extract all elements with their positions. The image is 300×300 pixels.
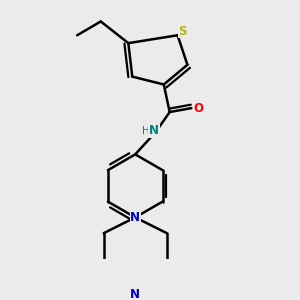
Text: N: N — [130, 288, 140, 300]
Text: H: H — [142, 126, 150, 136]
Text: N: N — [149, 124, 159, 137]
Text: S: S — [178, 25, 187, 38]
Text: O: O — [193, 102, 203, 115]
Text: N: N — [130, 211, 140, 224]
